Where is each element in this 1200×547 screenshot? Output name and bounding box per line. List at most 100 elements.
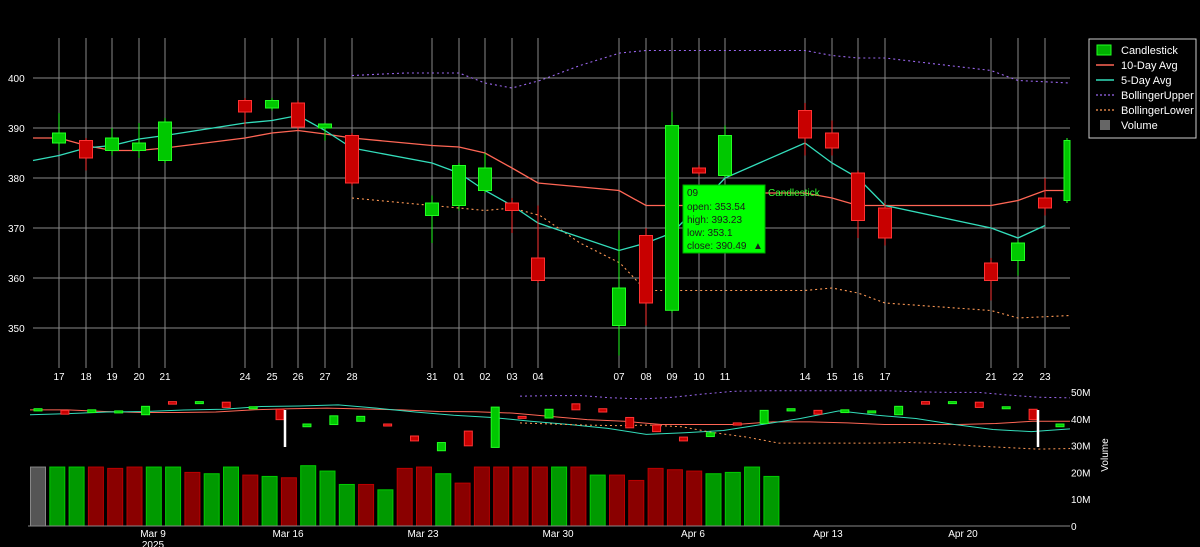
candle-body [291,102,305,128]
volume-ticks: 0 10M 20M 30M 40M 50M Volume Mar 9 Mar 16 Mar 23 M… [140,388,1111,547]
volume-bar [280,477,297,527]
volume-bar [107,467,124,527]
volume-bar [165,466,182,527]
x-tick-label: 24 [239,372,251,383]
candle-body [878,207,892,239]
candle-body [478,167,492,191]
volume-y-tick-label: 50M [1071,388,1090,399]
y-tick-label: 350 [8,324,25,335]
legend-entry: 10-Day Avg [1121,60,1178,72]
volume-bar [261,475,278,527]
volume-bar [358,483,375,527]
x-tick-label: 07 [613,372,625,383]
volume-x-tick-label: Apr 20 [948,529,978,540]
volume-x-tick-label: Mar 16 [272,529,304,540]
mini-candle [302,423,312,428]
mini-candle [221,401,231,408]
x-tick-label: 01 [453,372,465,383]
volume-x-tick-label: Apr 6 [681,529,705,540]
candle-body [318,123,332,129]
x-tick-label: 03 [506,372,518,383]
tooltip-open: open: 353.54 [687,202,746,213]
volume-bar [744,466,761,527]
mini-candle [921,401,931,405]
tooltip-high: high: 393.23 [687,215,742,226]
bollinger-upper-line [351,49,1071,89]
volume-bar [184,471,201,527]
main-plot-series[interactable] [32,49,1071,356]
mini-candle [167,401,177,405]
volume-bar [570,466,587,527]
volume-bar [493,466,510,527]
candle-body [851,172,865,221]
tooltip-series-label: Candlestick [768,188,821,199]
x-tick-label: 28 [346,372,358,383]
range-navigator[interactable] [29,390,1071,452]
volume-x-tick-label: Apr 13 [813,529,843,540]
volume-axis-label: Volume [1100,438,1111,472]
volume-y-tick-label: 30M [1071,442,1090,453]
ma10-line [33,129,1070,207]
mini-candle [517,415,527,419]
volume-bar [686,470,703,527]
x-tick-label: 26 [292,372,304,383]
volume-bar [49,466,66,527]
candle-body [105,137,119,151]
mini-candle [114,410,124,414]
mini-candle [1001,406,1011,410]
volume-y-tick-label: 20M [1071,468,1090,479]
candle-body [1038,197,1052,209]
mini-candle [759,409,769,424]
legend-entry: Candlestick [1121,45,1178,57]
mini-ma5-line [29,404,1071,435]
candle-body [158,121,172,161]
main-plot-ticks: 350 360 370 380 390 400 17 18 19 20 21 24 25 26 27 28 31… [8,74,1051,383]
x-tick-label: 02 [479,372,491,383]
volume-x-tick-label: Mar 30 [542,529,574,540]
mini-candle [490,406,500,448]
x-tick-label: 21 [985,372,997,383]
mini-candle [867,410,877,414]
volume-bar [551,466,568,527]
x-tick-label: 09 [666,372,678,383]
y-tick-label: 380 [8,174,25,185]
mini-candle [652,424,662,433]
legend-entry: BollingerLower [1121,105,1194,117]
volume-bar [512,466,529,527]
mini-candle [732,422,742,426]
ma5-line [32,114,1046,252]
legend-candle-swatch [1096,44,1112,56]
x-tick-label: 19 [106,372,118,383]
volume-bar [126,466,143,527]
x-tick-label: 17 [53,372,65,383]
volume-bar [628,479,645,527]
mini-candle [248,406,258,410]
candle-body [425,202,439,216]
candle-body [825,132,839,149]
candle-body [1011,242,1025,261]
volume-bar [396,467,413,527]
mini-candle [436,442,446,452]
y-tick-label: 390 [8,124,25,135]
mini-candle [33,408,43,412]
x-tick-label: 25 [266,372,278,383]
volume-x-tick-label: Mar 23 [407,529,439,540]
mini-candle [947,401,957,405]
volume-bar [416,466,432,527]
volume-bar [223,466,239,527]
x-tick-label: 14 [799,372,811,383]
candle-body [692,167,706,174]
volume-bar [589,474,606,527]
mini-candle [383,423,393,427]
mini-candle [625,416,635,429]
volume-bar [705,473,722,527]
volume-plot[interactable] [28,465,1070,527]
mini-candle [329,415,339,426]
mini-bollinger-lower [519,422,1071,450]
mini-candle [141,405,151,416]
mini-candle [678,436,688,442]
candle-body [531,257,545,281]
candle-body [79,140,93,159]
volume-bar [87,466,104,527]
